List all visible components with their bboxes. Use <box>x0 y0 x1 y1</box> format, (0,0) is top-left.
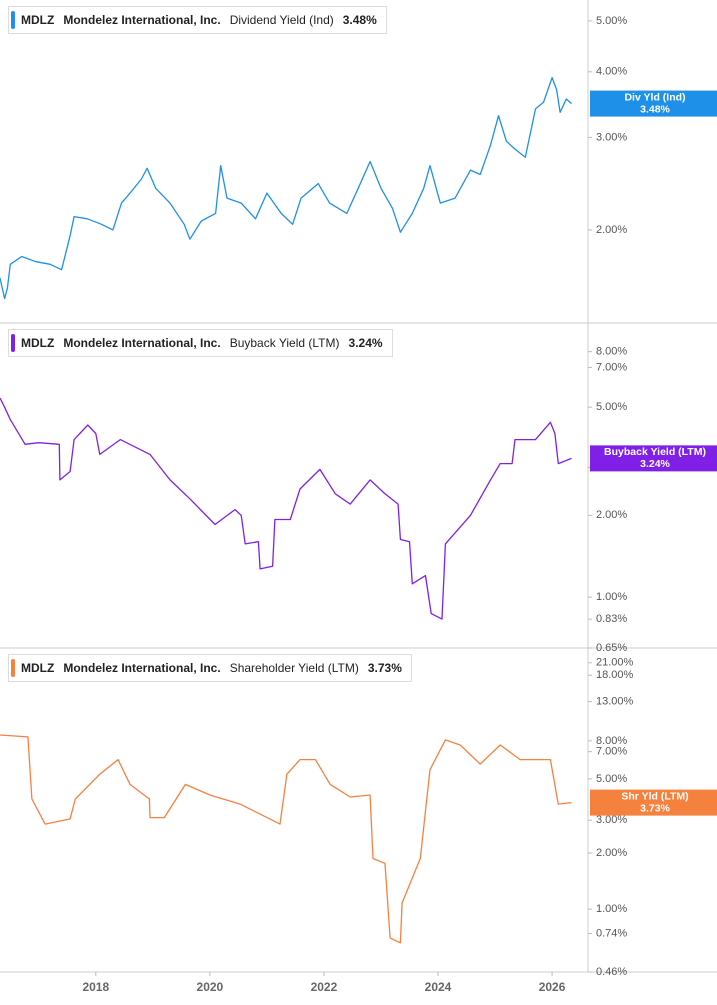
y-tick-label: 1.00% <box>596 903 627 915</box>
y-tick-label: 3.00% <box>596 814 627 826</box>
current-value: 3.48% <box>342 13 377 27</box>
y-tick-label: 2.00% <box>596 224 627 236</box>
chart-header: MDLZ Mondelez International, Inc. Buyback … <box>8 329 393 357</box>
company: Mondelez International, Inc. <box>63 336 221 350</box>
x-tick-label: 2018 <box>82 980 109 994</box>
header-color-bar <box>11 334 15 352</box>
y-tick-label: 0.74% <box>596 927 627 939</box>
data-line <box>0 734 572 944</box>
y-tick-label: 2.00% <box>596 509 627 521</box>
y-tick-label: 8.00% <box>596 735 627 747</box>
value-badge <box>590 789 717 816</box>
x-tick-label: 2020 <box>197 980 224 994</box>
value-badge <box>590 90 717 117</box>
y-tick-label: 4.00% <box>596 66 627 78</box>
x-tick-label: 2026 <box>539 980 566 994</box>
y-tick-label: 18.00% <box>596 669 634 681</box>
y-tick-label: 7.00% <box>596 746 627 758</box>
badge-label: Div Yld (Ind) <box>624 91 685 103</box>
metric: Dividend Yield (Ind) <box>229 13 334 27</box>
badge-label: Shr Yld (LTM) <box>621 790 688 802</box>
badge-value: 3.48% <box>640 103 670 115</box>
y-tick-label: 7.00% <box>596 361 627 373</box>
metric: Buyback Yield (LTM) <box>229 336 340 350</box>
y-tick-label: 13.00% <box>596 695 634 707</box>
x-tick-label: 2024 <box>425 980 452 994</box>
current-value: 3.73% <box>367 661 402 675</box>
current-value: 3.24% <box>348 336 383 350</box>
y-tick-label: 0.65% <box>596 642 627 654</box>
value-badge <box>590 445 717 472</box>
y-tick-label: 5.00% <box>596 401 627 413</box>
y-tick-label: 5.00% <box>596 15 627 27</box>
badge-value: 3.73% <box>640 802 670 814</box>
chart-header: MDLZ Mondelez International, Inc. Sharehol… <box>8 654 412 682</box>
metric: Shareholder Yield (LTM) <box>229 661 359 675</box>
y-tick-label: 2.00% <box>596 847 627 859</box>
company: Mondelez International, Inc. <box>63 661 221 675</box>
ticker: MDLZ <box>21 13 55 27</box>
y-tick-label: 8.00% <box>596 346 627 358</box>
data-line <box>0 76 572 300</box>
y-tick-label: 21.00% <box>596 657 634 669</box>
y-tick-label: 3.00% <box>596 131 627 143</box>
x-tick-label: 2022 <box>311 980 338 994</box>
y-tick-label: 1.00% <box>596 591 627 603</box>
y-tick-label: 0.83% <box>596 613 627 625</box>
company: Mondelez International, Inc. <box>63 13 221 27</box>
y-tick-label: 5.00% <box>596 773 627 785</box>
badge-value: 3.24% <box>640 458 670 470</box>
data-line <box>0 397 572 620</box>
ticker: MDLZ <box>21 336 55 350</box>
y-tick-label: 0.46% <box>596 966 627 978</box>
header-color-bar <box>11 11 15 29</box>
badge-label: Buyback Yield (LTM) <box>604 446 706 458</box>
header-color-bar <box>11 659 15 677</box>
ticker: MDLZ <box>21 661 55 675</box>
chart-header: MDLZ Mondelez International, Inc. Dividend… <box>8 6 387 34</box>
